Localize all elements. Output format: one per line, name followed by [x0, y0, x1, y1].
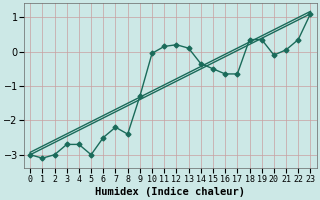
- X-axis label: Humidex (Indice chaleur): Humidex (Indice chaleur): [95, 186, 245, 197]
